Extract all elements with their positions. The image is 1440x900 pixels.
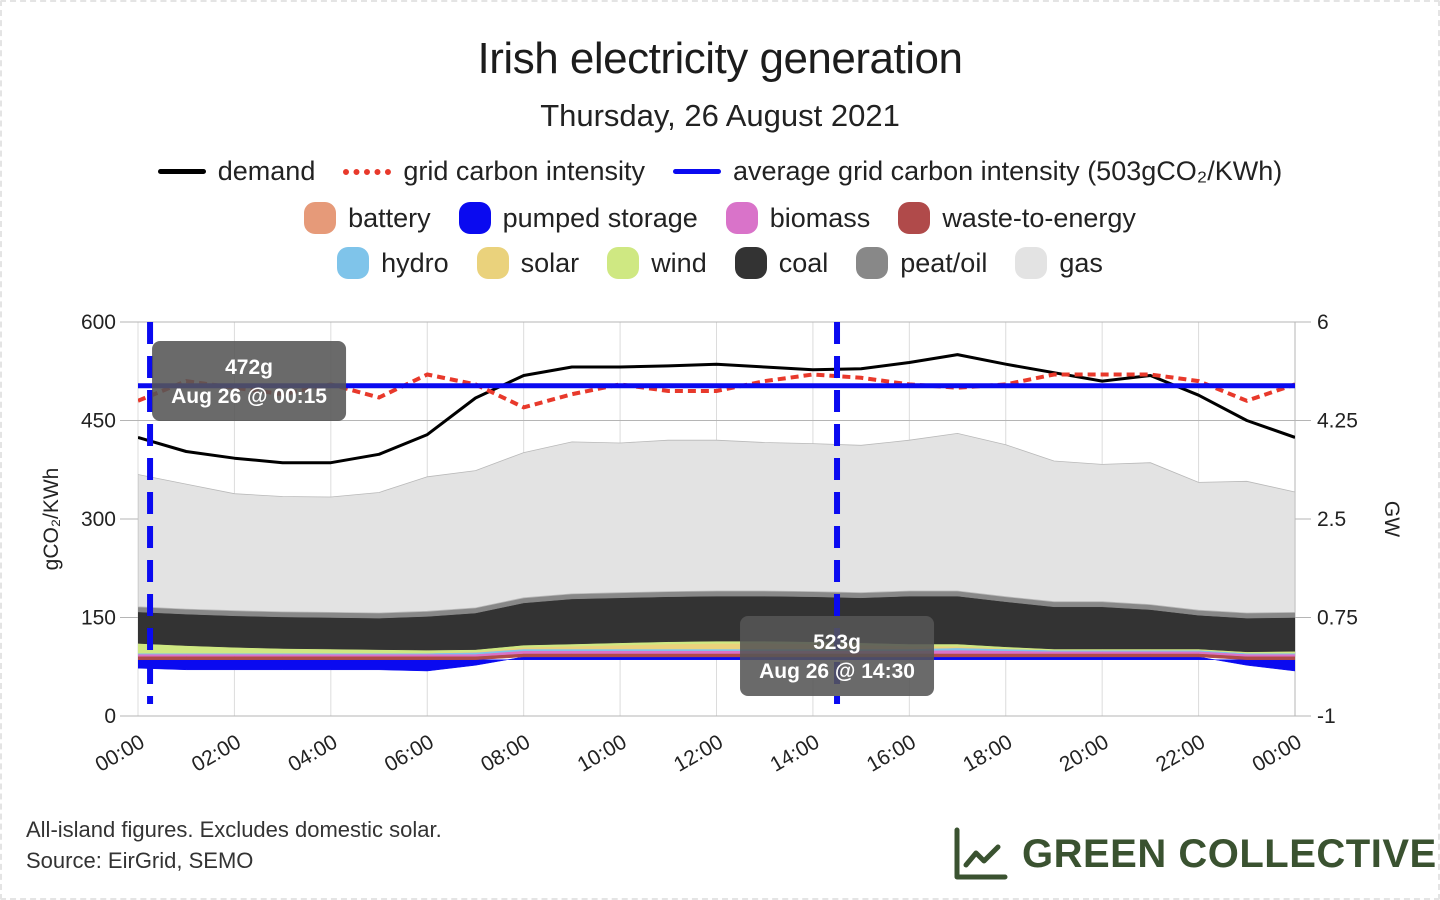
legend-item-wind: wind [607,247,707,279]
annotations: 472g Aug 26 @ 00:15 523g Aug 26 @ 14:30 [147,322,935,704]
y-left-axis-title: gCO₂/KWh [40,468,63,571]
y-left-tick-label: 600 [81,311,116,334]
x-tick-label: 00:00 [1248,730,1305,776]
y-left-tick-label: 450 [81,410,116,433]
legend-item-grid-carbon-intensity: grid carbon intensity [343,156,645,187]
y-left-tick-label: 0 [104,705,116,728]
legend-item-hydro: hydro [337,247,449,279]
legend-swatch [458,202,491,234]
legend-item-gas: gas [1015,247,1103,279]
legend-label: wind [651,247,707,278]
legend-swatch [1015,247,1048,279]
brand-logo: GREEN COLLECTIVE [952,826,1437,882]
legend-label: gas [1059,247,1103,278]
annotation-value: 523g [813,631,861,654]
legend-item-demand: demand [157,156,316,187]
area-gas [138,432,1295,614]
legend-label: peat/oil [900,247,988,278]
legend-swatch [734,247,767,279]
legend-label: coal [778,247,829,278]
y-left-tick-label: 300 [81,508,116,531]
footnote-line-1: All-island figures. Excludes domestic so… [26,817,442,842]
legend-lines: demand grid carbon intensity average grid … [0,156,1440,187]
legend-item-coal: coal [734,247,829,279]
legend-item-battery: battery [304,202,431,234]
legend-label: hydro [381,247,449,278]
legend-label: grid carbon intensity [403,156,645,186]
y-right-tick-label: 4.25 [1317,410,1358,433]
annotation-tooltip [740,616,935,696]
legend-item-waste-to-energy: waste-to-energy [898,202,1136,234]
demand-line [138,353,1295,465]
x-tick-label: 22:00 [1152,730,1209,776]
stacked-areas [138,432,1295,672]
y-right-tick-label: 6 [1317,311,1329,334]
y-right-tick-label: -1 [1317,705,1336,728]
annotation-tooltip [152,341,347,421]
legend-sources-1: battery pumped storage biomass waste-to-ene… [0,202,1440,234]
legend-item-pumped-storage: pumped storage [458,202,698,234]
brand-name: GREEN COLLECTIVE [1022,831,1437,876]
y-right-tick-label: 0.75 [1317,607,1358,630]
x-tick-label: 18:00 [959,730,1016,776]
legend-label: biomass [769,202,871,233]
chart-title: Irish electricity generation [477,34,963,83]
legend-item-biomass: biomass [725,202,871,234]
x-tick-label: 10:00 [574,730,631,776]
legend-swatch [476,247,509,279]
footnote: All-island figures. Excludes domestic so… [26,814,442,876]
y-right-tick-label: 2.5 [1317,508,1346,531]
annotation-value: 472g [225,356,273,379]
legend-swatch [607,247,640,279]
x-tick-label: 08:00 [477,730,534,776]
footnote-line-2: Source: EirGrid, SEMO [26,848,254,873]
x-tick-label: 14:00 [766,730,823,776]
x-tick-label: 00:00 [91,730,148,776]
x-tick-label: 16:00 [863,730,920,776]
x-tick-label: 06:00 [381,730,438,776]
legend-label: pumped storage [502,202,698,233]
legend-swatch [672,169,721,174]
annotation-time: Aug 26 @ 00:15 [171,385,327,408]
x-tick-label: 12:00 [670,730,727,776]
legend-label: average grid carbon intensity (503gCO₂/K… [732,156,1283,186]
legend-swatch [898,202,931,234]
legend-swatch [157,169,206,174]
legend-swatch [725,202,758,234]
y-right-axis-title: GW [1380,501,1403,537]
y-left-tick-label: 150 [81,607,116,630]
x-tick-label: 02:00 [188,730,245,776]
x-tick-label: 04:00 [284,730,341,776]
legend-item-peat-oil: peat/oil [856,247,987,279]
legend-swatch [856,247,889,279]
annotation-time: Aug 26 @ 14:30 [759,660,915,683]
chart-line-icon [954,827,1008,880]
chart-subtitle: Thursday, 26 August 2021 [540,98,900,133]
legend-swatch [343,168,392,175]
legend-label: solar [520,247,580,278]
legend-label: battery [348,202,431,233]
legend-label: waste-to-energy [942,202,1136,233]
legend-sources-2: hydro solar wind coal peat/oil gas [0,247,1440,279]
x-tick-label: 20:00 [1056,730,1113,776]
legend-item-solar: solar [476,247,580,279]
legend-swatch [337,247,370,279]
legend-item-average-grid-carbon-intensity-503gco-kwh: average grid carbon intensity (503gCO₂/K… [672,156,1283,187]
legend-swatch [304,202,337,234]
legend-label: demand [217,156,316,186]
